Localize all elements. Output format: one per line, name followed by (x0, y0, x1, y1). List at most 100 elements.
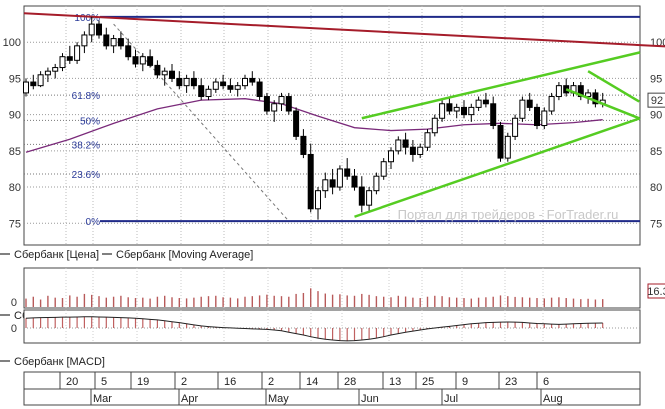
candle-body-up (234, 85, 241, 90)
last-value-box (647, 92, 665, 108)
date-month-label: May (268, 393, 289, 405)
candle-body-up (74, 45, 81, 61)
candle (395, 136, 402, 155)
candle-body-down (307, 153, 314, 210)
candle (431, 114, 438, 137)
moving-average-line (25, 98, 603, 153)
candle-body-down (344, 168, 351, 177)
macd-tick-label: 0 (11, 323, 17, 335)
price-tick-label-left: 95 (9, 73, 21, 85)
candle-body-up (161, 70, 168, 76)
candle-body-up (548, 96, 555, 112)
candle (147, 49, 154, 68)
candle (315, 187, 321, 220)
candle (285, 92, 292, 115)
candle (88, 16, 95, 43)
price-tick-label-left: 85 (9, 146, 21, 158)
candle (336, 165, 343, 191)
candle-body-up (183, 77, 190, 87)
candle (322, 172, 329, 198)
candle-body-down (577, 85, 584, 98)
candle (439, 100, 446, 122)
last-value-label: 92 (651, 95, 663, 107)
candle (96, 20, 102, 39)
candle (293, 107, 300, 140)
candle (490, 96, 497, 130)
candle-body-up (88, 23, 95, 36)
candle (183, 74, 190, 93)
candle (44, 67, 51, 83)
candle (366, 187, 373, 213)
candle (37, 71, 44, 88)
candle (161, 67, 168, 86)
candle (577, 82, 584, 101)
candle (59, 53, 66, 72)
fib-level-label: 23.6% (72, 170, 100, 181)
candle-body-up (519, 99, 526, 119)
fib-level-label: 0% (86, 217, 101, 228)
candle (504, 132, 511, 162)
date-day-label: 19 (137, 376, 149, 388)
price-tick-label-right: 80 (650, 182, 662, 194)
candle (23, 78, 29, 97)
candle-body-up (81, 34, 88, 47)
date-day-label: 16 (224, 376, 236, 388)
candle-body-down (534, 106, 540, 126)
candle-body-up (585, 92, 592, 98)
candle (52, 63, 59, 79)
candle (190, 71, 197, 90)
candle (30, 74, 37, 90)
candle (541, 107, 548, 130)
candle-body-down (592, 92, 599, 105)
candle (117, 31, 124, 50)
candle (212, 78, 219, 93)
candle-body-down (125, 45, 132, 58)
candle-body-up (475, 99, 482, 108)
candle (417, 143, 424, 159)
candle (592, 89, 599, 108)
legend-price-label: Сбербанк [Цена] (14, 249, 99, 261)
price-tick-label-right: 75 (650, 218, 662, 230)
candle (548, 92, 555, 115)
candle (329, 168, 336, 195)
candle-body-up (424, 132, 431, 148)
date-day-label: 14 (306, 376, 318, 388)
candle (66, 45, 73, 64)
candle (373, 172, 380, 195)
candle (424, 129, 431, 151)
candle (132, 49, 139, 68)
candle (585, 89, 592, 104)
candle-body-down (490, 103, 497, 126)
candle-body-down (409, 146, 416, 155)
candle-body-up (278, 96, 285, 105)
candle-body-up (504, 135, 511, 159)
candle-body-up (555, 85, 562, 98)
date-day-label: 9 (462, 376, 468, 388)
candle-body-down (96, 23, 102, 36)
fib-level-label: 38.2% (72, 140, 100, 151)
candle (271, 100, 278, 122)
candle (453, 103, 460, 119)
candle-body-down (66, 56, 73, 61)
candle-body-up (453, 106, 460, 112)
date-day-label: 20 (66, 376, 78, 388)
candle-body-up (366, 190, 373, 206)
candle (307, 143, 314, 213)
candle-body-down (256, 81, 263, 98)
candle-body-up (52, 67, 59, 72)
candle-body-down (147, 56, 154, 66)
candle (519, 96, 526, 122)
date-day-label: 23 (505, 376, 517, 388)
candle-body-up (110, 38, 117, 47)
date-day-label: 2 (181, 376, 187, 388)
watermark-text: Портал для трейдеров - ForTrader.ru (398, 207, 619, 222)
candle-body-down (30, 81, 37, 87)
candle-body-down (402, 139, 409, 148)
candle (110, 34, 117, 54)
candle-body-up (373, 175, 380, 192)
candle (512, 114, 519, 140)
candle-body-up (315, 190, 321, 210)
wedge-mid-line (565, 88, 640, 120)
date-day-label: 2 (268, 376, 274, 388)
